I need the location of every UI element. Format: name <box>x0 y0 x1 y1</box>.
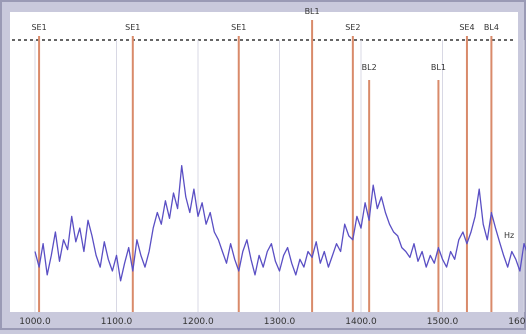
marker-label-4: SE2 <box>345 23 360 32</box>
marker-label-8: BL4 <box>484 23 499 32</box>
marker-label-5: BL2 <box>362 63 377 72</box>
marker-label-0: SE1 <box>31 23 46 32</box>
series-line <box>34 165 526 282</box>
x-tick-labels: 1000.0 1100.0 1200.0 1300.0 1400.0 1500.0 1600… <box>19 317 526 327</box>
x-axis-label: Hz <box>504 231 514 240</box>
x-tick-label-3: 1300.0 <box>264 317 296 327</box>
marker-label-6: BL1 <box>431 63 446 72</box>
x-tick-label-4: 1400.0 <box>345 317 377 327</box>
x-tick-label-2: 1200.0 <box>182 317 214 327</box>
x-tick-label-5: 1500.0 <box>427 317 459 327</box>
plot-area <box>10 12 518 312</box>
x-tick-label-1: 1100.0 <box>101 317 133 327</box>
vertical-gridlines <box>34 40 525 312</box>
marker-label-2: SE1 <box>231 23 246 32</box>
marker-lines: SE1SE1SE1BL1SE2BL2BL1SE4BL4SE5 <box>31 7 499 312</box>
x-tick-label-0: 1000.0 <box>19 317 51 327</box>
x-tick-label-6: 1600.0 <box>508 317 526 327</box>
marker-label-1: SE1 <box>125 23 140 32</box>
marker-label-7: SE4 <box>459 23 474 32</box>
marker-label-3: BL1 <box>305 7 320 16</box>
